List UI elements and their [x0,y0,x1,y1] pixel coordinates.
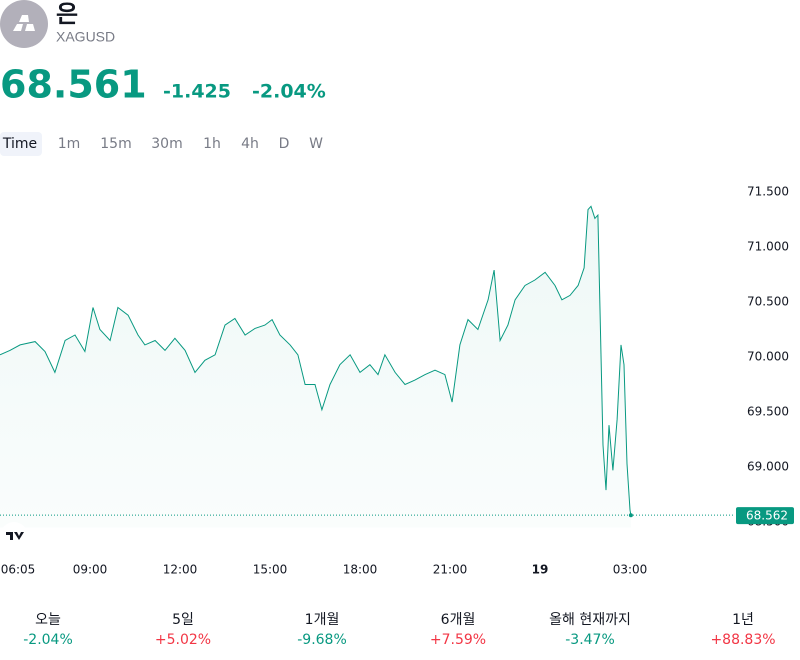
y-tick-label: 70.500 [747,295,789,309]
tab-selected-bg [0,132,42,156]
x-tick-label: 12:00 [163,563,198,577]
x-tick-label: 06:05 [1,563,36,577]
y-tick-label: 71.500 [747,185,789,199]
x-tick-label: 09:00 [73,563,108,577]
performance-value: +7.59% [430,632,486,648]
price-tag [736,507,794,525]
x-tick-label: 18:00 [343,563,378,577]
y-tick-label: 70.000 [747,350,789,364]
performance-value: -2.04% [23,632,73,648]
timeframe-tab[interactable]: 1h [203,136,221,152]
timeframe-tab[interactable]: 4h [241,136,259,152]
symbol-ticker: XAGUSD [56,29,115,45]
performance-period[interactable]: 5일 [172,612,194,628]
tv-logo [6,532,24,540]
symbol-name: 은 [56,0,78,28]
timeframe-tab[interactable]: Time [2,136,37,152]
performance-period[interactable]: 1개월 [305,612,340,628]
performance-period[interactable]: 6개월 [441,612,476,628]
performance-period[interactable]: 올해 현재까지 [549,612,631,628]
x-tick-label: 21:00 [433,563,468,577]
price-line [0,205,632,516]
price-change-percent: -2.04% [252,81,326,103]
y-tick-label: 69.500 [747,405,789,419]
performance-value: -9.68% [297,632,347,648]
x-tick-label: 15:00 [253,563,288,577]
performance-period[interactable]: 오늘 [35,612,61,628]
timeframe-tab[interactable]: 30m [151,136,182,152]
logo-bg [0,522,28,550]
performance-period[interactable]: 1년 [732,612,754,628]
timeframe-tab[interactable]: W [309,136,323,152]
y-tick-label: 71.000 [747,240,789,254]
performance-value: -3.47% [565,632,615,648]
price-change: -1.425 [163,81,231,103]
performance-value: +88.83% [710,632,775,648]
icon-bars [13,15,35,31]
symbol-icon [0,0,48,48]
last-price: 68.561 [0,63,147,107]
price-area [0,206,631,528]
timeframe-tab[interactable]: 1m [58,136,81,152]
timeframe-tab[interactable]: 15m [100,136,131,152]
y-tick-label: 69.000 [747,460,789,474]
timeframe-tab[interactable]: D [279,136,290,152]
price-tag-label: 68.562 [746,509,788,523]
x-tick-label: 03:00 [613,563,648,577]
x-tick-label: 19 [532,563,549,577]
performance-value: +5.02% [155,632,211,648]
